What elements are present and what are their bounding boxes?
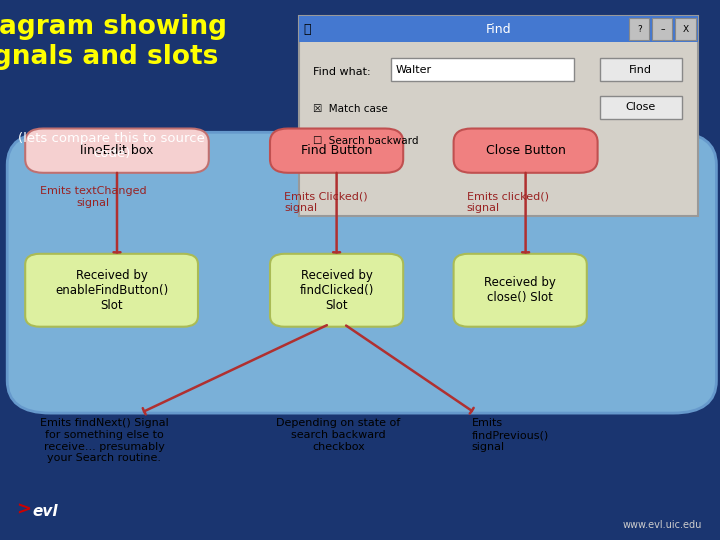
Text: 🔍: 🔍 (304, 23, 311, 36)
Text: Find: Find (486, 23, 511, 36)
Text: >: > (16, 501, 31, 518)
FancyBboxPatch shape (600, 96, 682, 119)
FancyBboxPatch shape (454, 129, 598, 173)
Text: Emits clicked()
signal: Emits clicked() signal (467, 192, 549, 213)
FancyBboxPatch shape (600, 58, 682, 81)
FancyBboxPatch shape (25, 254, 198, 327)
Text: Walter: Walter (396, 65, 432, 75)
Text: X: X (683, 25, 688, 33)
Text: Find what:: Find what: (313, 67, 371, 77)
Text: www.evl.uic.edu: www.evl.uic.edu (623, 520, 702, 530)
FancyBboxPatch shape (675, 18, 696, 40)
FancyBboxPatch shape (270, 129, 403, 173)
FancyBboxPatch shape (454, 254, 587, 327)
Text: Depending on state of
search backward
checkbox: Depending on state of search backward ch… (276, 418, 400, 451)
Text: ☐  Search backward: ☐ Search backward (313, 136, 419, 146)
Text: Received by
findClicked()
Slot: Received by findClicked() Slot (300, 269, 374, 312)
Text: Received by
enableFindButton()
Slot: Received by enableFindButton() Slot (55, 269, 168, 312)
Text: Emits findNext() Signal
for something else to
receive... presumably
your Search : Emits findNext() Signal for something el… (40, 418, 168, 463)
Text: Find: Find (629, 65, 652, 75)
Text: Close: Close (626, 103, 656, 112)
Text: Find Button: Find Button (301, 144, 372, 157)
FancyBboxPatch shape (299, 16, 698, 216)
FancyBboxPatch shape (652, 18, 672, 40)
Text: lineEdit box: lineEdit box (81, 144, 153, 157)
Text: ☒  Match case: ☒ Match case (313, 104, 388, 113)
FancyBboxPatch shape (270, 254, 403, 327)
FancyBboxPatch shape (299, 16, 698, 42)
Text: evl: evl (32, 504, 58, 519)
Text: –: – (660, 25, 665, 33)
Text: Diagram showing
signals and slots: Diagram showing signals and slots (0, 14, 227, 70)
Text: Emits textChanged
signal: Emits textChanged signal (40, 186, 146, 208)
Text: Received by
close() Slot: Received by close() Slot (485, 276, 556, 304)
Text: ?: ? (637, 25, 642, 33)
Text: Close Button: Close Button (486, 144, 565, 157)
Text: Emits
findPrevious()
signal: Emits findPrevious() signal (472, 418, 549, 451)
FancyBboxPatch shape (25, 129, 209, 173)
FancyBboxPatch shape (391, 58, 574, 81)
Text: (lets compare this to source
code): (lets compare this to source code) (18, 132, 205, 160)
FancyBboxPatch shape (629, 18, 649, 40)
Text: Emits Clicked()
signal: Emits Clicked() signal (284, 192, 368, 213)
FancyBboxPatch shape (7, 132, 716, 413)
